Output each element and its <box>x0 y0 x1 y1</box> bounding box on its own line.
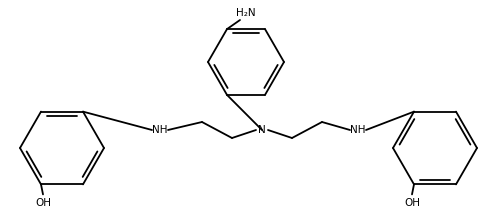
Text: NH: NH <box>350 125 366 135</box>
Text: NH: NH <box>152 125 168 135</box>
Text: H₂N: H₂N <box>236 8 256 18</box>
Text: OH: OH <box>35 198 51 208</box>
Text: N: N <box>258 125 266 135</box>
Text: OH: OH <box>404 198 420 208</box>
